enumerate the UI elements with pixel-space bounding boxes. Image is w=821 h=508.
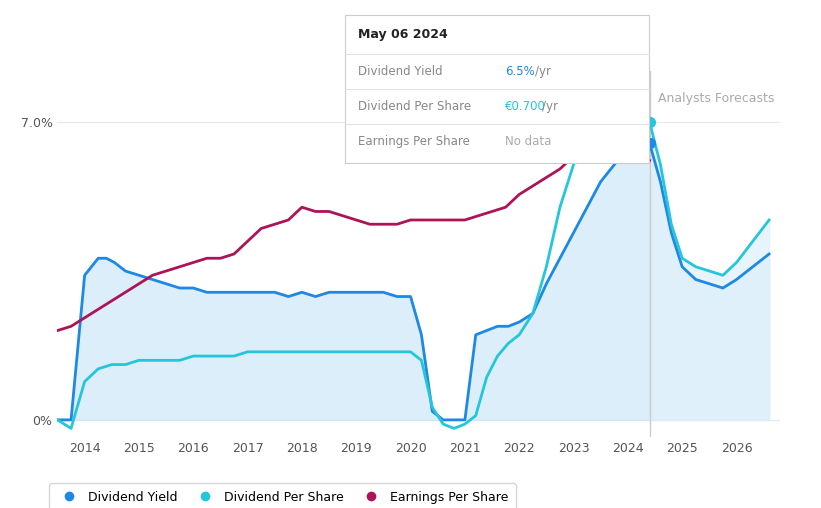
Text: Dividend Yield: Dividend Yield xyxy=(358,65,443,78)
Text: Past: Past xyxy=(619,92,645,105)
Text: Dividend Per Share: Dividend Per Share xyxy=(358,100,471,113)
Text: /yr: /yr xyxy=(542,100,557,113)
Text: €0.700: €0.700 xyxy=(505,100,546,113)
Text: May 06 2024: May 06 2024 xyxy=(358,28,447,42)
Text: Analysts Forecasts: Analysts Forecasts xyxy=(658,92,774,105)
Legend: Dividend Yield, Dividend Per Share, Earnings Per Share: Dividend Yield, Dividend Per Share, Earn… xyxy=(49,483,516,508)
Text: /yr: /yr xyxy=(535,65,551,78)
Text: 6.5%: 6.5% xyxy=(505,65,534,78)
Text: No data: No data xyxy=(505,136,551,148)
Text: Earnings Per Share: Earnings Per Share xyxy=(358,136,470,148)
